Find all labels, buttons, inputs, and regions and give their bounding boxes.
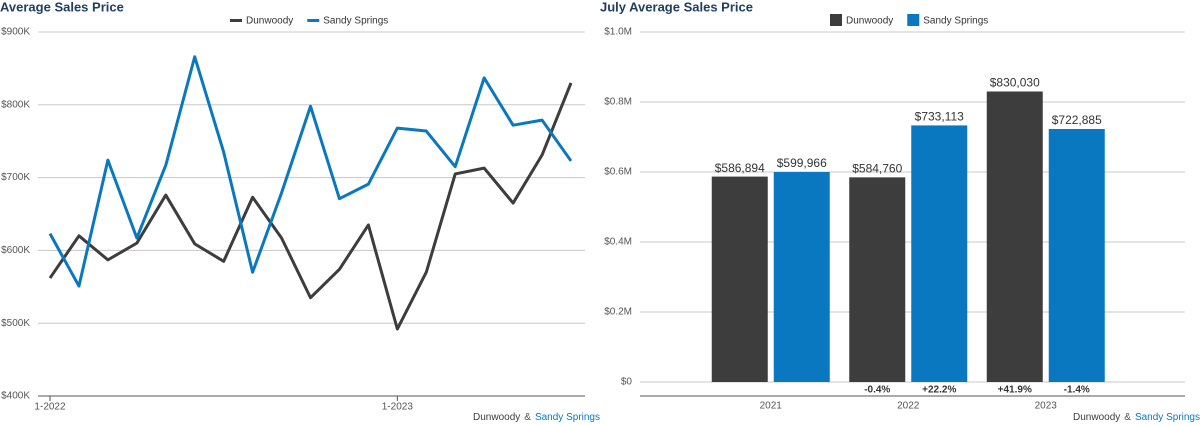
value-label: $584,760	[852, 162, 902, 176]
series-line	[48, 55, 573, 288]
legend-label: Dunwoody	[846, 16, 893, 27]
value-label: $722,885	[1052, 113, 1102, 127]
y-tick-label: $0.4M	[604, 237, 632, 248]
legend-label: Sandy Springs	[323, 16, 388, 27]
legend-swatch	[830, 14, 842, 26]
change-label: +22.2%	[922, 385, 956, 396]
legend-label: Sandy Springs	[923, 16, 988, 27]
footer-part: Sandy Springs	[1135, 412, 1200, 423]
footer-part: &	[524, 412, 531, 423]
footer: Dunwoody & Sandy Springs	[1073, 412, 1200, 423]
footer: Dunwoody & Sandy Springs	[473, 412, 600, 423]
legend-swatch	[907, 14, 920, 26]
y-tick-label: $0.2M	[604, 307, 632, 318]
bar	[711, 176, 768, 382]
value-label: $586,894	[715, 161, 765, 175]
bar	[849, 177, 906, 382]
footer-part: Dunwoody	[1073, 412, 1120, 423]
series-line	[48, 82, 573, 331]
footer-part: Dunwoody	[473, 412, 520, 423]
value-label: $599,966	[777, 156, 827, 170]
bar	[986, 91, 1043, 382]
y-tick-label: $0.6M	[604, 167, 632, 178]
y-tick-label: $800K	[1, 99, 30, 110]
legend-label: Dunwoody	[246, 16, 293, 27]
y-tick-label: $0	[621, 377, 633, 388]
footer-part: Sandy Springs	[535, 412, 600, 423]
y-tick-label: $400K	[1, 391, 30, 402]
x-tick-label: 1-2022	[34, 402, 66, 413]
y-tick-label: $900K	[1, 27, 30, 38]
bar	[1048, 128, 1105, 382]
bar	[911, 125, 968, 382]
x-tick-label: 1-2023	[382, 402, 414, 413]
y-tick-label: $1.0M	[604, 27, 632, 38]
value-label: $830,030	[990, 76, 1040, 90]
chart-title: July Average Sales Price	[600, 0, 753, 14]
y-tick-label: $0.8M	[604, 97, 632, 108]
change-label: -1.4%	[1064, 385, 1090, 396]
legend-swatch	[230, 19, 242, 22]
value-label: $733,113	[915, 110, 964, 124]
y-tick-label: $500K	[1, 318, 30, 329]
legend-swatch	[307, 19, 320, 22]
y-tick-label: $600K	[1, 245, 30, 256]
change-label: -0.4%	[864, 385, 890, 396]
footer-part: &	[1124, 412, 1131, 423]
change-label: +41.9%	[998, 385, 1032, 396]
chart-panel: July Average Sales Price Dunwoody Sandy Sp…	[600, 0, 1200, 423]
y-tick-label: $700K	[1, 172, 30, 183]
x-tick-label: 2022	[897, 401, 920, 412]
x-tick-label: 2021	[760, 401, 783, 412]
chart-title: Average Sales Price	[0, 0, 124, 14]
chart-panel: Average Sales Price Dunwoody Sandy Springs…	[0, 0, 600, 423]
x-tick-label: 2023	[1035, 401, 1058, 412]
bar	[773, 172, 830, 382]
